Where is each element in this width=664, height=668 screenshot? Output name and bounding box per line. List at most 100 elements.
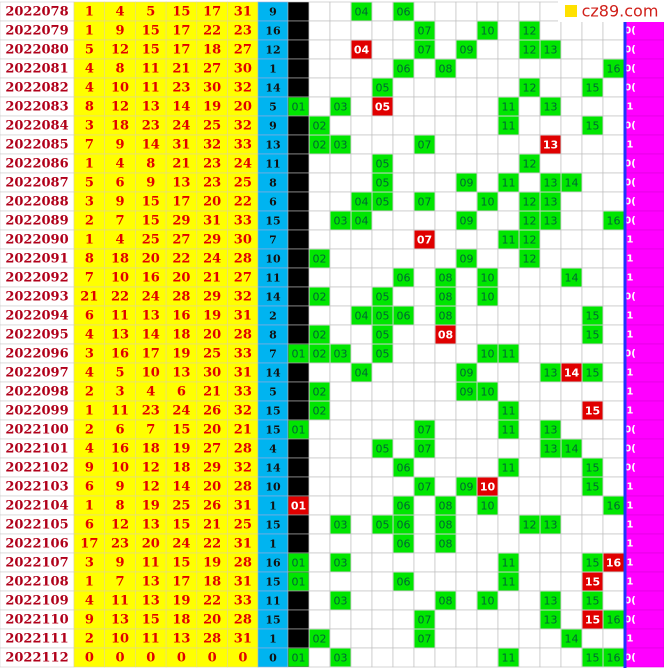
ball: 12 [111, 100, 129, 115]
ball: 32 [234, 290, 252, 305]
ball: 8 [85, 252, 94, 267]
grid-number: 15 [586, 329, 600, 342]
grid-cell [308, 609, 331, 630]
grid-cell [287, 115, 310, 136]
hit-cell [456, 173, 477, 192]
grid-number: 02 [313, 329, 327, 342]
ball: 18 [142, 442, 160, 457]
grid-cell [434, 20, 457, 41]
hit-cell [414, 135, 435, 154]
grid-cell [455, 495, 478, 516]
grid-cell [560, 476, 583, 497]
flag: 0( [624, 425, 636, 436]
grid-cell [308, 210, 331, 231]
grid-cell [287, 58, 310, 79]
grid-number: 13 [544, 44, 558, 57]
grid-cell [455, 438, 478, 459]
ball: 4 [85, 366, 94, 381]
grid-cell [560, 647, 583, 668]
grid-cell [497, 533, 520, 554]
grid-cell [392, 229, 415, 250]
hit-cell [288, 553, 309, 572]
grid-cell [392, 172, 415, 193]
grid-cell [476, 134, 499, 155]
ball: 21 [203, 518, 221, 533]
ball: 6 [85, 309, 94, 324]
grid-cell [476, 628, 499, 649]
grid-cell [581, 134, 604, 155]
ball: 12 [142, 461, 160, 476]
flag: 0( [624, 26, 636, 37]
grid-cell [602, 305, 625, 326]
grid-number: 16 [607, 63, 621, 76]
hit-cell [309, 401, 330, 420]
grid-number: 04 [355, 367, 369, 380]
tail: 9 [269, 6, 277, 19]
grid-number: 05 [376, 291, 390, 304]
grid-number: 07 [418, 614, 432, 627]
grid-cell [560, 96, 583, 117]
grid-cell [560, 134, 583, 155]
hit-cell [540, 211, 561, 230]
ball: 19 [203, 309, 221, 324]
grid-number: 01 [292, 652, 306, 665]
grid-cell [329, 419, 352, 440]
grid-number: 09 [460, 367, 474, 380]
grid-cell [518, 476, 541, 497]
hit-cell [477, 21, 498, 40]
grid-cell [581, 381, 604, 402]
ball: 28 [234, 442, 252, 457]
grid-cell [371, 381, 394, 402]
tail: 15 [265, 424, 280, 437]
ball: 11 [142, 81, 160, 96]
repeat-cell [435, 325, 456, 344]
ball: 29 [172, 214, 190, 229]
grid-cell [539, 324, 562, 345]
grid-number: 03 [334, 519, 348, 532]
grid-cell [329, 153, 352, 174]
ball: 3 [85, 195, 94, 210]
ball: 4 [116, 5, 125, 20]
hit-cell [477, 287, 498, 306]
grid-number: 08 [439, 519, 453, 532]
grid-number: 10 [481, 595, 495, 608]
grid-cell [497, 590, 520, 611]
hit-cell [393, 306, 414, 325]
grid-cell [392, 134, 415, 155]
flag: 0( [624, 444, 636, 455]
ball: 20 [172, 271, 190, 286]
grid-cell [497, 476, 520, 497]
issue: 2022095 [5, 328, 68, 343]
hit-cell [330, 553, 351, 572]
ball: 21 [172, 62, 190, 77]
grid-cell [581, 96, 604, 117]
grid-number: 02 [313, 291, 327, 304]
hit-cell [519, 515, 540, 534]
hit-cell [393, 496, 414, 515]
grid-cell [539, 58, 562, 79]
hit-cell [288, 97, 309, 116]
issue: 2022089 [5, 214, 68, 229]
grid-cell [287, 457, 310, 478]
tail: 8 [269, 329, 277, 342]
ball: 2 [85, 214, 94, 229]
hit-cell [372, 173, 393, 192]
grid-cell [371, 419, 394, 440]
ball: 27 [203, 62, 221, 77]
grid-number: 08 [439, 500, 453, 513]
flag: 0( [624, 349, 636, 360]
grid-cell [455, 267, 478, 288]
grid-number: 06 [397, 63, 411, 76]
grid-cell [413, 153, 436, 174]
grid-cell [476, 533, 499, 554]
grid-cell [413, 552, 436, 573]
grid-cell [308, 58, 331, 79]
grid-number: 10 [481, 272, 495, 285]
ball: 15 [172, 556, 190, 571]
grid-cell [602, 476, 625, 497]
ball: 10 [111, 632, 129, 647]
grid-number: 13 [544, 215, 558, 228]
hit-cell [393, 59, 414, 78]
hit-cell [477, 344, 498, 363]
ball: 11 [142, 632, 160, 647]
